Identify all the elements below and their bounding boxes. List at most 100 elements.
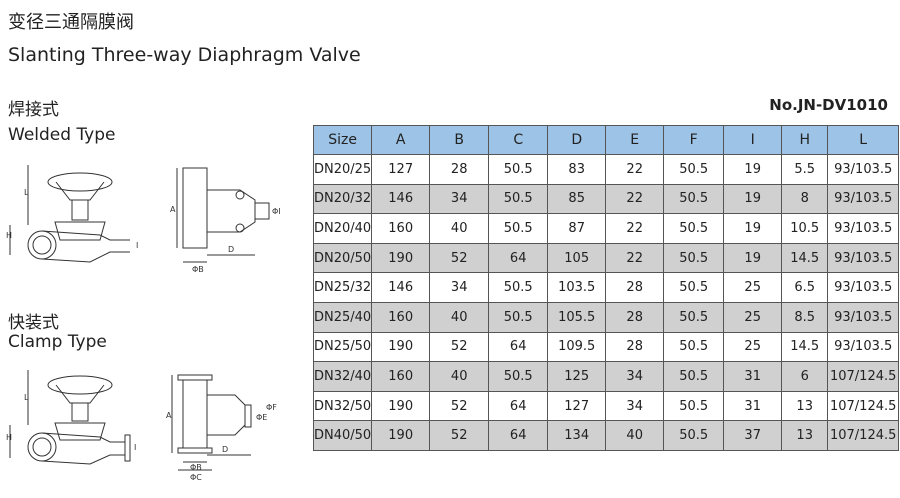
table-cell: DN25/50 (312, 331, 373, 363)
table-row: DN25/40 160 40 50.5 105.5 28 50.5 25 8.5 93/103.5 (312, 301, 900, 333)
table-cell: 109.5 (547, 331, 607, 363)
table-cell: DN20/50 (312, 242, 373, 274)
welded-front-drawing (9, 165, 130, 263)
table-cell: 50.5 (488, 361, 549, 392)
table-cell: 50.5 (663, 331, 725, 363)
table-cell: 5.5 (781, 154, 829, 185)
table-cell: 134 (547, 420, 607, 451)
table-cell: 37 (723, 420, 783, 451)
table-cell: 127 (547, 390, 607, 422)
table-cell: 93/103.5 (827, 242, 900, 274)
dimension-label: I (136, 241, 138, 250)
table-cell: 50.5 (663, 213, 725, 244)
table-cell: 107/124.5 (827, 420, 900, 451)
table-cell: 103.5 (547, 272, 607, 303)
table-cell: 6 (781, 361, 829, 392)
table-cell: 28 (429, 154, 490, 185)
table-cell: DN20/25 (312, 154, 373, 185)
table-cell: 50.5 (663, 154, 725, 185)
table-cell: 28 (605, 272, 665, 303)
table-cell: 13 (781, 420, 829, 451)
table-cell: 83 (547, 154, 607, 185)
table-row: DN20/25 127 28 50.5 83 22 50.5 19 5.5 93/103.5 (312, 154, 900, 185)
table-row: DN20/40 160 40 50.5 87 22 50.5 19 10.5 93/103.5 (312, 213, 900, 244)
table-cell: 50.5 (488, 154, 549, 185)
table-cell: 40 (429, 301, 490, 333)
table-cell: 93/103.5 (827, 301, 900, 333)
table-cell: 50.5 (488, 183, 549, 215)
title-en: Slanting Three-way Diaphragm Valve (8, 44, 361, 66)
dimension-label: ΦF (266, 403, 277, 412)
dimension-label: ΦI (272, 207, 281, 216)
table-cell: DN25/40 (312, 301, 373, 333)
table-cell: 50.5 (663, 183, 725, 215)
table-cell: DN32/50 (312, 390, 373, 422)
column-header: Size (312, 125, 373, 155)
table-cell: 6.5 (781, 272, 829, 303)
table-cell: DN32/40 (312, 361, 373, 392)
table-cell: 146 (371, 183, 431, 215)
table-cell: 190 (371, 331, 431, 363)
table-cell: 34 (605, 361, 665, 392)
table-cell: 50.5 (488, 272, 549, 303)
table-cell: 14.5 (781, 331, 829, 363)
table-cell: 160 (371, 213, 431, 244)
table-cell: 50.5 (488, 301, 549, 333)
section-en: Clamp Type (8, 332, 107, 352)
table-cell: 52 (429, 420, 490, 451)
table-cell: 19 (723, 213, 783, 244)
table-cell: 190 (371, 420, 431, 451)
table-cell: 146 (371, 272, 431, 303)
table-cell: 64 (488, 390, 549, 422)
table-cell: DN20/40 (312, 213, 373, 244)
drawings: L H I A ΦB D ΦI L H I A ΦB ΦC D ΦE ΦF (6, 165, 281, 482)
table-cell: 105.5 (547, 301, 607, 333)
table-cell: 50.5 (663, 272, 725, 303)
model-number: No.JN-DV1010 (769, 96, 888, 114)
table-row: DN20/32 146 34 50.5 85 22 50.5 19 8 93/103.5 (312, 183, 900, 215)
title-cn: 变径三通隔膜阀 (8, 12, 134, 33)
table-cell: 40 (429, 213, 490, 244)
table-cell: 25 (723, 301, 783, 333)
dimension-label: ΦE (256, 413, 267, 422)
table-cell: 93/103.5 (827, 213, 900, 244)
table-cell: 19 (723, 154, 783, 185)
table-cell: 14.5 (781, 242, 829, 274)
column-header: A (371, 125, 431, 155)
column-header: L (827, 125, 900, 155)
table-cell: 22 (605, 154, 665, 185)
column-header: D (547, 125, 607, 155)
table-cell: 52 (429, 242, 490, 274)
table-cell: 160 (371, 361, 431, 392)
table-row: DN25/32 146 34 50.5 103.5 28 50.5 25 6.5 93/103.5 (312, 272, 900, 303)
dimension-label: D (222, 445, 228, 454)
dimension-label: L (24, 393, 29, 402)
table-cell: 50.5 (663, 301, 725, 333)
table-cell: 190 (371, 242, 431, 274)
table-cell: 50.5 (488, 213, 549, 244)
table-row: DN25/50 190 52 64 109.5 28 50.5 25 14.5 93/103.5 (312, 331, 900, 363)
table-cell: DN25/32 (312, 272, 373, 303)
table-cell: 52 (429, 390, 490, 422)
table-cell: 50.5 (663, 242, 725, 274)
welded-side-drawing (176, 167, 270, 263)
table-cell: 34 (605, 390, 665, 422)
table-cell: 125 (547, 361, 607, 392)
table-cell: 52 (429, 331, 490, 363)
table-cell: 31 (723, 361, 783, 392)
table-cell: 22 (605, 213, 665, 244)
table-cell: 28 (605, 301, 665, 333)
table-cell: DN20/32 (312, 183, 373, 215)
dimension-label: ΦC (190, 473, 202, 482)
table-cell: 64 (488, 420, 549, 451)
dimension-label: A (166, 411, 172, 420)
table-cell: 25 (723, 272, 783, 303)
dimension-label: ΦB (190, 463, 202, 472)
table-cell: 13 (781, 390, 829, 422)
clamp-side-drawing (171, 374, 252, 471)
table-cell: 8 (781, 183, 829, 215)
table-cell: 22 (605, 242, 665, 274)
table-cell: 40 (605, 420, 665, 451)
table-row: DN40/50 190 52 64 134 40 50.5 37 13 107/124.5 (312, 420, 900, 451)
table-cell: 50.5 (663, 361, 725, 392)
